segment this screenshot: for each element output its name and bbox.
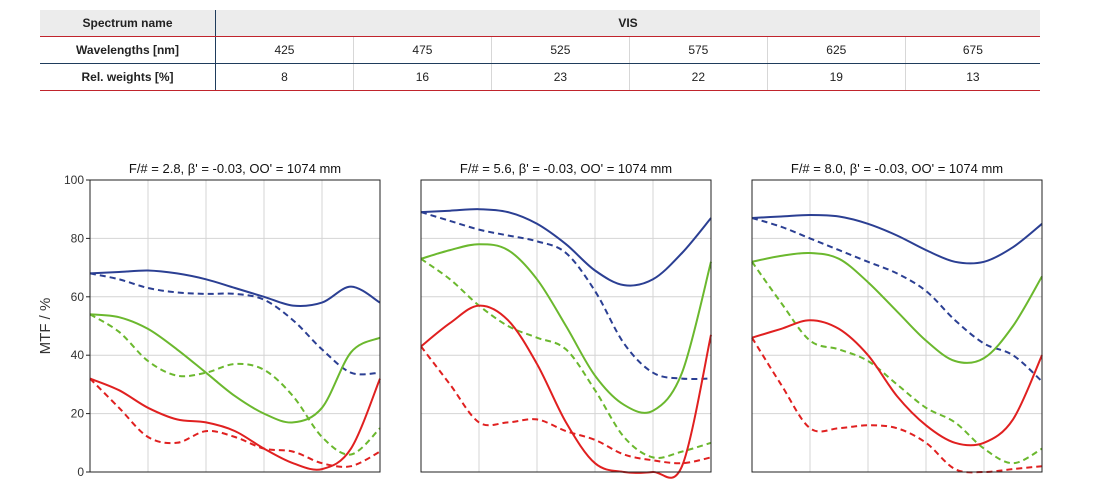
wavelength-cell: 625	[766, 36, 906, 64]
wavelength-cell: 425	[215, 36, 354, 64]
spectrum-table: Spectrum name VIS Wavelengths [nm] 425 4…	[40, 10, 1040, 91]
mtf-curve-red-solid	[420, 304, 712, 479]
plot-frame	[89, 179, 381, 473]
rel-weight-cell: 8	[215, 63, 354, 91]
y-tick-label: 20	[71, 407, 85, 421]
mtf-curve-red-dashed	[89, 377, 381, 468]
y-tick-label: 80	[71, 231, 85, 245]
rel-weight-cell: 22	[628, 63, 768, 91]
mtf-curve-green-dashed	[420, 257, 712, 459]
mtf-curve-green-solid	[420, 243, 712, 414]
y-axis-label: MTF / %	[37, 298, 54, 355]
spectrum-name-label: Spectrum name	[40, 10, 216, 37]
y-tick-label: 40	[71, 348, 85, 362]
plot-frame	[751, 179, 1043, 473]
rel-weight-cell: 23	[490, 63, 630, 91]
spectrum-header-row: Spectrum name VIS	[40, 10, 1040, 37]
mtf-curve-green-solid	[89, 313, 381, 424]
rel-weight-cell: 13	[904, 63, 1040, 91]
mtf-curve-blue-dashed	[420, 211, 712, 380]
y-tick-label: 100	[64, 173, 84, 187]
plot-frame	[420, 179, 712, 473]
chart-title: F/# = 8.0, β' = -0.03, OO' = 1074 mm	[791, 161, 1003, 176]
mtf-curve-green-solid	[751, 251, 1043, 364]
wavelength-cell: 675	[904, 36, 1040, 64]
rel-weight-cell: 16	[352, 63, 492, 91]
rel-weight-cell: 19	[766, 63, 906, 91]
mtf-curve-red-dashed	[420, 345, 712, 465]
wavelengths-row: Wavelengths [nm] 425 475 525 575 625 675	[40, 36, 1040, 64]
mtf-curve-blue-solid	[420, 208, 712, 287]
wavelength-cell: 475	[352, 36, 492, 64]
rel-weights-row: Rel. weights [%] 8 16 23 22 19 13	[40, 63, 1040, 91]
wavelength-cell: 575	[628, 36, 768, 64]
mtf-curve-blue-solid	[751, 214, 1043, 265]
chart-title: F/# = 5.6, β' = -0.03, OO' = 1074 mm	[460, 161, 672, 176]
mtf-curve-red-solid	[89, 377, 381, 471]
rel-weights-label: Rel. weights [%]	[40, 63, 216, 91]
mtf-curve-blue-solid	[89, 269, 381, 307]
mtf-curve-red-solid	[751, 319, 1043, 447]
mtf-curve-blue-dashed	[751, 217, 1043, 383]
mtf-curve-green-dashed	[89, 313, 381, 456]
chart-title: F/# = 2.8, β' = -0.03, OO' = 1074 mm	[129, 161, 341, 176]
y-tick-label: 60	[71, 290, 85, 304]
wavelengths-label: Wavelengths [nm]	[40, 36, 216, 64]
mtf-curve-red-dashed	[751, 337, 1043, 474]
mtf-curve-blue-dashed	[89, 272, 381, 376]
mtf-curve-green-dashed	[751, 261, 1043, 465]
wavelength-cell: 525	[490, 36, 630, 64]
y-tick-label: 0	[77, 465, 84, 479]
spectrum-name-value: VIS	[215, 10, 1040, 37]
